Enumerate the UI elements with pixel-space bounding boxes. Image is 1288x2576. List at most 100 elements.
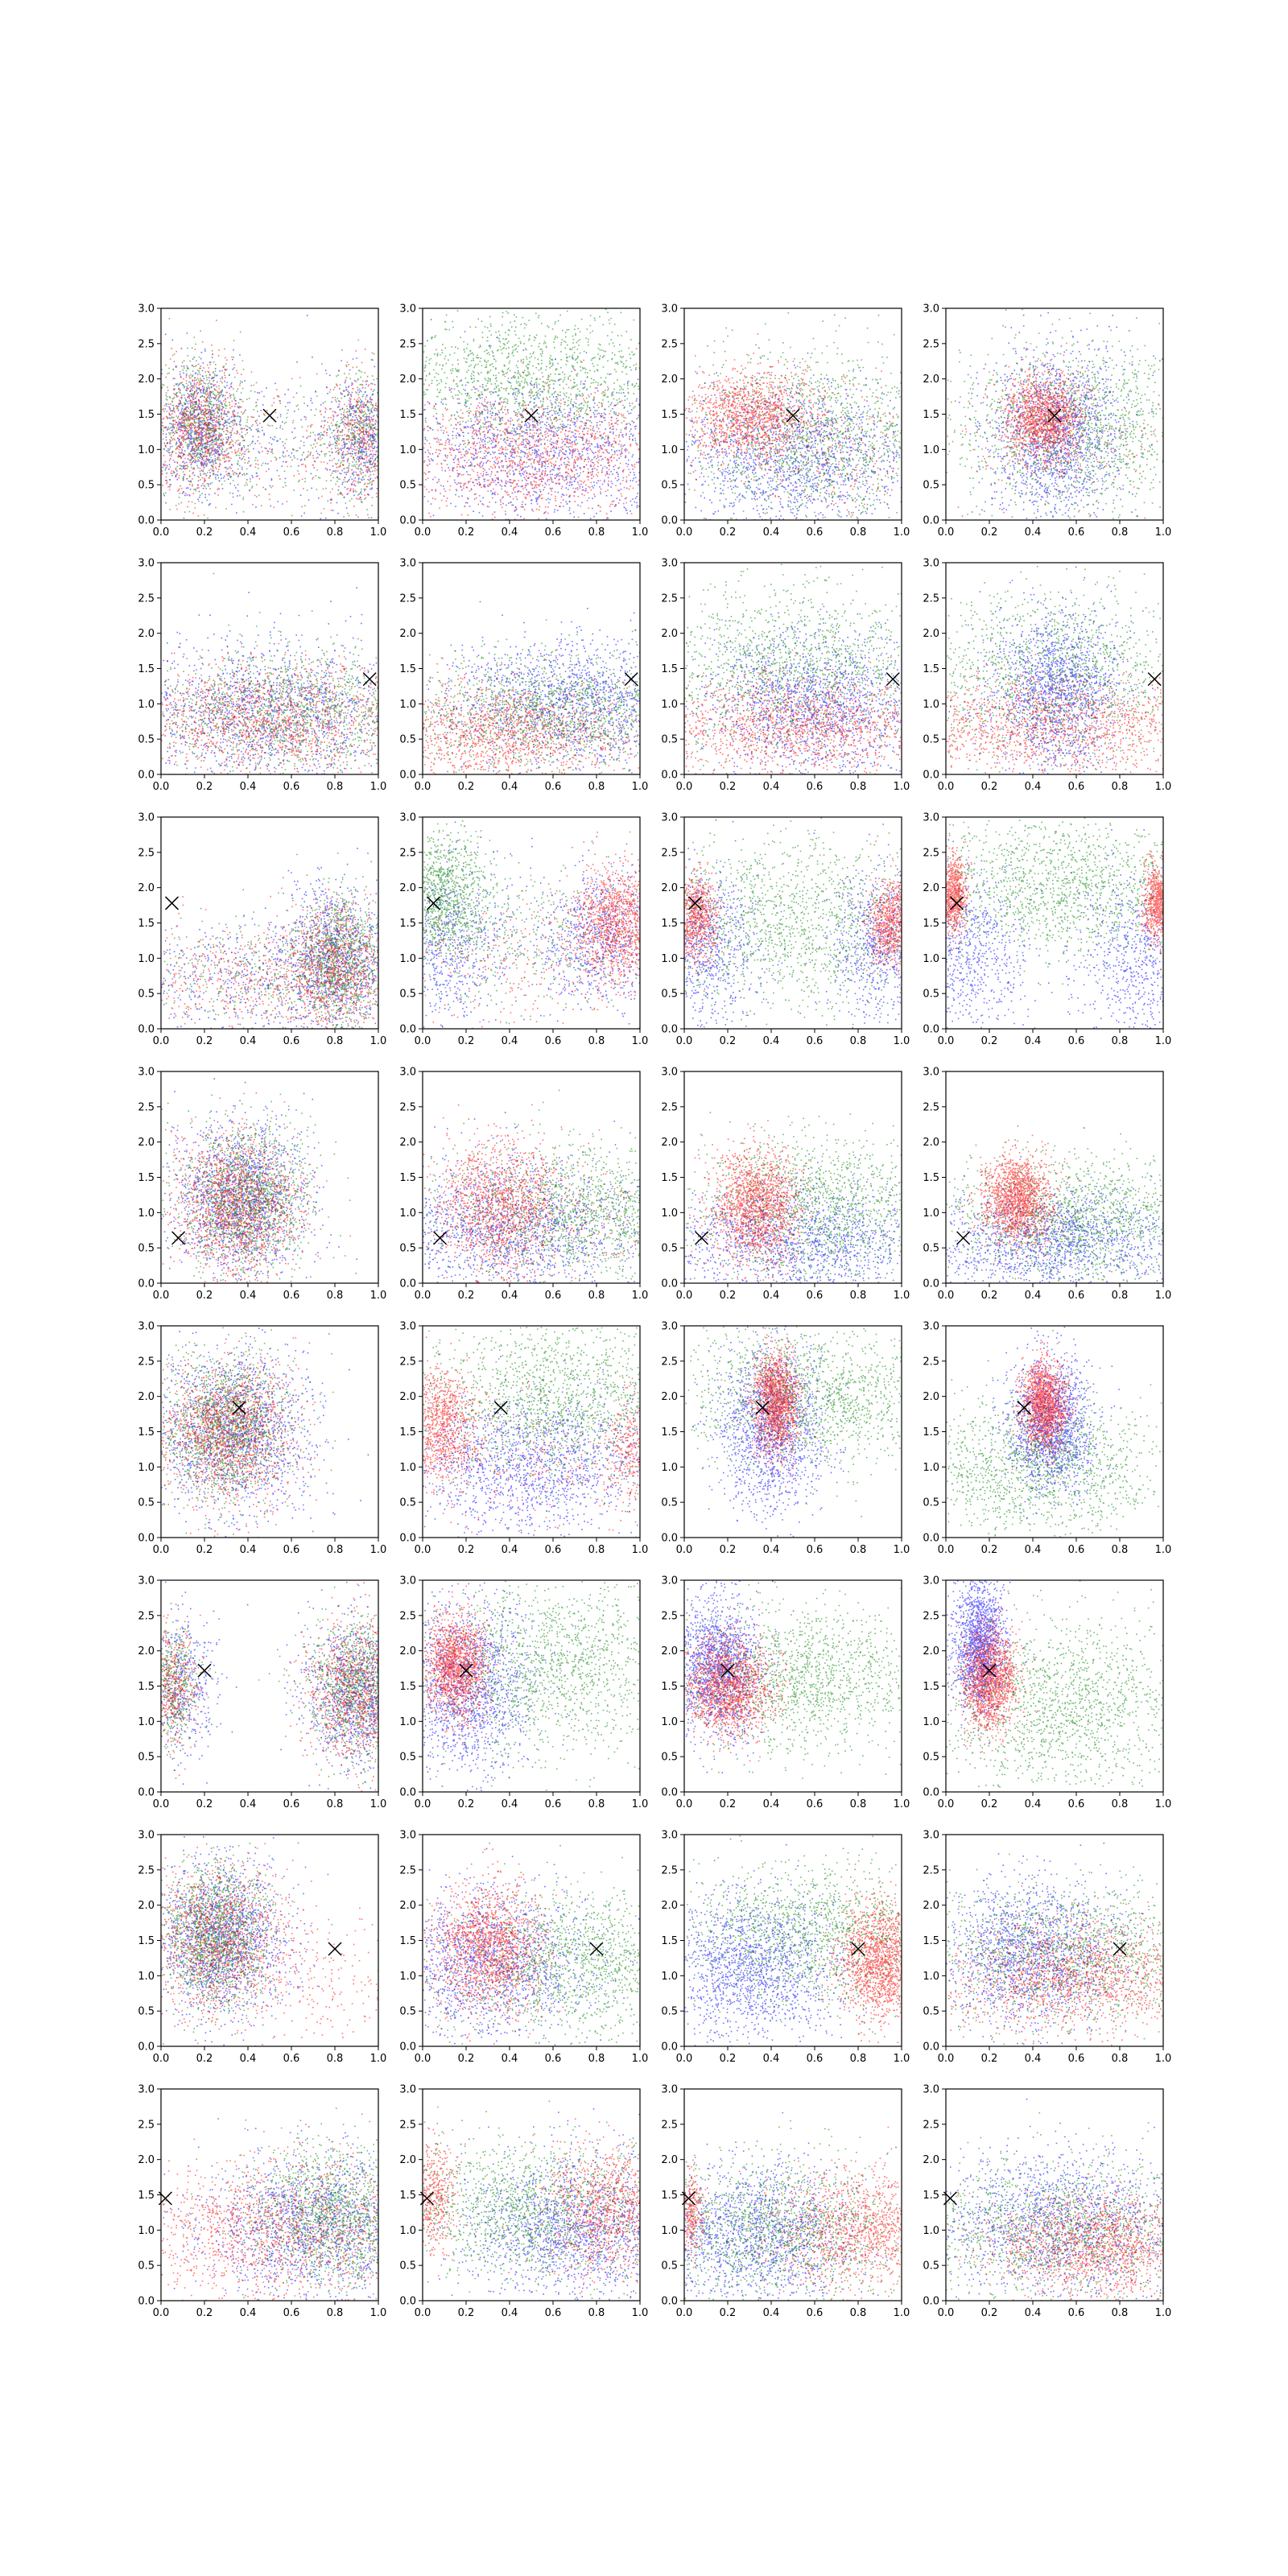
- x-tick-label: 0.2: [196, 1798, 213, 1810]
- x-tick-label: 0.4: [1025, 2307, 1042, 2319]
- y-tick-label: 3.0: [923, 1067, 939, 1079]
- y-tick-label: 0.5: [661, 1752, 678, 1764]
- y-tick-label: 2.5: [661, 592, 678, 605]
- x-tick-label: 1.0: [370, 526, 387, 539]
- x-tick-label: 1.0: [1155, 2307, 1172, 2319]
- y-tick-label: 1.0: [923, 1208, 939, 1220]
- x-tick-label: 0.8: [1112, 1798, 1129, 1810]
- x-tick-label: 0.2: [720, 526, 737, 539]
- x-tick-label: 0.0: [938, 1290, 955, 1302]
- x-tick-label: 0.8: [327, 1544, 344, 1556]
- y-tick-label: 0.5: [661, 480, 678, 492]
- x-tick-label: 0.6: [1068, 2307, 1085, 2319]
- y-tick-label: 1.0: [923, 1971, 939, 1983]
- x-tick-label: 1.0: [1155, 526, 1172, 539]
- y-tick-label: 3.0: [138, 1321, 155, 1333]
- y-tick-label: 0.5: [138, 989, 155, 1001]
- x-tick-label: 0.6: [545, 781, 562, 793]
- y-tick-label: 2.0: [399, 882, 416, 894]
- y-tick-label: 1.5: [138, 1681, 155, 1693]
- y-tick-label: 1.5: [399, 663, 416, 675]
- x-tick-label: 0.6: [283, 1544, 300, 1556]
- y-tick-label: 2.0: [138, 1900, 155, 1912]
- y-tick-label: 0.5: [138, 1243, 155, 1255]
- y-tick-label: 3.0: [138, 812, 155, 824]
- y-tick-label: 1.0: [661, 444, 678, 456]
- x-tick-label: 0.2: [458, 1290, 475, 1302]
- x-tick-label: 1.0: [370, 781, 387, 793]
- x-tick-label: 0.0: [676, 781, 693, 793]
- x-tick-label: 0.4: [240, 526, 257, 539]
- x-tick-label: 0.2: [720, 1035, 737, 1047]
- x-tick-label: 0.8: [1112, 1290, 1129, 1302]
- y-tick-label: 0.0: [923, 1533, 939, 1545]
- y-tick-label: 0.0: [138, 1278, 155, 1290]
- x-tick-label: 0.0: [676, 526, 693, 539]
- y-tick-label: 2.0: [661, 1391, 678, 1403]
- x-tick-label: 0.8: [327, 1035, 344, 1047]
- x-tick-label: 0.8: [1112, 1544, 1129, 1556]
- y-tick-label: 2.5: [138, 1356, 155, 1368]
- x-tick-label: 0.2: [196, 781, 213, 793]
- x-tick-label: 0.6: [283, 2053, 300, 2065]
- x-tick-label: 0.8: [588, 2307, 605, 2319]
- x-tick-label: 0.0: [153, 1290, 170, 1302]
- y-tick-label: 0.5: [138, 2260, 155, 2273]
- x-tick-label: 1.0: [370, 2053, 387, 2065]
- x-tick-label: 0.4: [1025, 526, 1042, 539]
- x-tick-label: 0.2: [720, 2053, 737, 2065]
- y-tick-label: 2.0: [138, 374, 155, 386]
- y-tick-label: 2.5: [399, 2119, 416, 2131]
- x-tick-label: 0.2: [720, 1798, 737, 1810]
- y-tick-label: 1.5: [923, 1426, 939, 1439]
- y-tick-label: 0.0: [399, 515, 416, 527]
- y-tick-label: 1.0: [661, 1716, 678, 1728]
- x-tick-label: 0.8: [327, 781, 344, 793]
- y-tick-label: 2.5: [923, 847, 939, 859]
- y-tick-label: 1.5: [399, 918, 416, 930]
- y-tick-label: 1.0: [399, 953, 416, 965]
- x-tick-label: 0.0: [153, 2053, 170, 2065]
- x-tick-label: 0.4: [502, 1035, 518, 1047]
- y-tick-label: 0.5: [138, 734, 155, 746]
- y-tick-label: 0.5: [923, 734, 939, 746]
- y-tick-label: 1.5: [138, 918, 155, 930]
- y-tick-label: 2.5: [923, 1864, 939, 1876]
- y-tick-label: 0.0: [138, 2296, 155, 2308]
- y-tick-label: 2.5: [399, 338, 416, 350]
- y-tick-label: 0.0: [661, 2296, 678, 2308]
- x-tick-label: 0.8: [327, 2053, 344, 2065]
- y-tick-label: 3.0: [661, 558, 678, 570]
- x-tick-label: 0.2: [981, 781, 998, 793]
- y-tick-label: 3.0: [923, 1830, 939, 1842]
- y-tick-label: 3.0: [923, 812, 939, 824]
- x-tick-label: 0.0: [676, 1035, 693, 1047]
- x-tick-label: 0.2: [458, 2053, 475, 2065]
- y-tick-label: 1.0: [399, 1208, 416, 1220]
- y-tick-label: 2.0: [399, 2154, 416, 2166]
- x-tick-label: 0.4: [763, 2053, 780, 2065]
- y-tick-label: 1.5: [138, 1935, 155, 1947]
- x-tick-label: 0.0: [415, 1035, 431, 1047]
- x-tick-label: 1.0: [1155, 1798, 1172, 1810]
- y-tick-label: 0.5: [399, 1752, 416, 1764]
- x-tick-label: 0.0: [153, 1544, 170, 1556]
- x-tick-label: 0.6: [545, 526, 562, 539]
- x-tick-label: 0.6: [807, 2053, 824, 2065]
- x-tick-label: 0.2: [196, 2307, 213, 2319]
- x-tick-label: 0.0: [938, 526, 955, 539]
- y-tick-label: 2.0: [138, 1137, 155, 1149]
- y-tick-label: 2.0: [923, 1391, 939, 1403]
- y-tick-label: 1.5: [399, 2190, 416, 2202]
- y-tick-label: 1.0: [138, 1462, 155, 1474]
- y-tick-label: 2.0: [138, 628, 155, 640]
- y-tick-label: 2.5: [661, 2119, 678, 2131]
- x-tick-label: 0.2: [196, 526, 213, 539]
- x-tick-label: 0.2: [720, 1544, 737, 1556]
- y-tick-label: 3.0: [138, 1067, 155, 1079]
- y-tick-label: 1.5: [138, 2190, 155, 2202]
- x-tick-label: 0.8: [850, 1290, 867, 1302]
- y-tick-label: 0.5: [399, 1243, 416, 1255]
- x-tick-label: 0.0: [415, 526, 431, 539]
- y-tick-label: 2.5: [923, 338, 939, 350]
